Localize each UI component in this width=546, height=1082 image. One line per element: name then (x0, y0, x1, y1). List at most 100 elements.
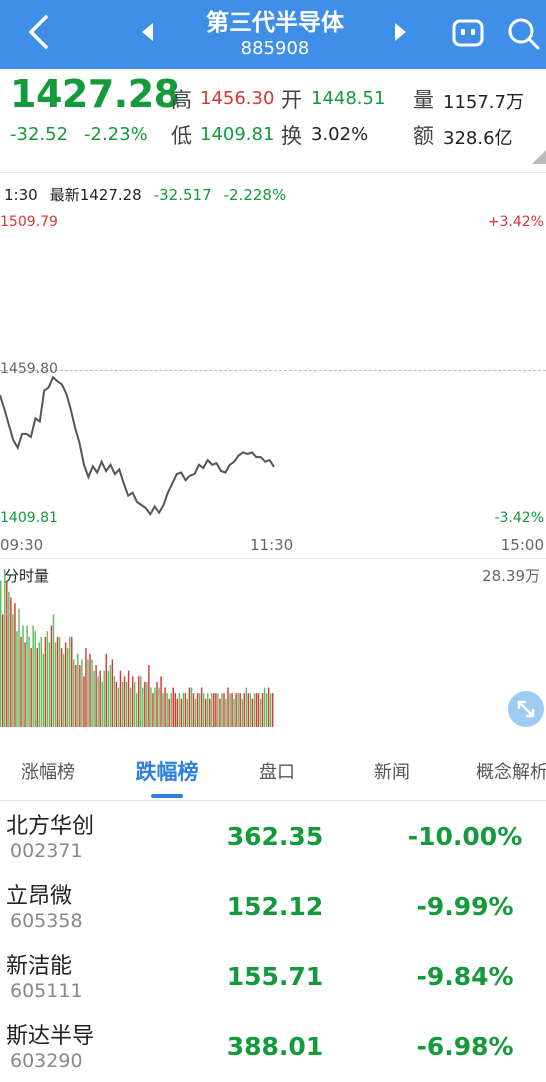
stock-change-pct: -9.99% (416, 892, 514, 921)
tab-order-book[interactable]: 盘口 (259, 762, 295, 783)
volume-bar (221, 693, 223, 727)
volume-bar (129, 687, 132, 727)
latest-change-pct: -2.228% (223, 186, 287, 204)
top-bar: 第三代半导体 885908 (0, 0, 546, 69)
next-index-icon[interactable] (390, 19, 410, 45)
volume-bar (144, 681, 146, 727)
list-item[interactable]: 新洁能 605111 155.71 -9.84% (0, 942, 546, 1012)
turnover-value: 3.02% (311, 124, 369, 145)
volume-bar (217, 693, 219, 727)
volume-bar (73, 659, 75, 727)
volume-bar (8, 591, 10, 727)
volume-bar (200, 687, 203, 727)
volume-bar (138, 676, 140, 727)
volume-bar (0, 580, 2, 727)
volume-bar (56, 636, 59, 727)
volume-bar (131, 676, 134, 727)
intraday-price-chart[interactable] (0, 210, 546, 535)
volume-chart[interactable] (0, 560, 546, 728)
tab-bar: 涨幅榜 跌幅榜 盘口 新闻 概念解析 (0, 742, 546, 801)
volume-bar (18, 608, 20, 727)
volume-bar (89, 653, 91, 727)
volume-bar (24, 642, 26, 727)
volume-bar (213, 693, 215, 727)
volume-bar (269, 693, 272, 727)
volume-bar (271, 693, 274, 727)
stock-code: 002371 (10, 840, 83, 862)
volume-bar (36, 648, 38, 727)
search-icon[interactable] (506, 14, 542, 52)
chat-bubble-icon[interactable] (449, 14, 487, 52)
volume-bar (58, 636, 61, 727)
expand-icon[interactable] (508, 691, 544, 727)
tab-gainers[interactable]: 涨幅榜 (21, 762, 75, 783)
tab-news[interactable]: 新闻 (374, 762, 410, 783)
prev-index-icon[interactable] (138, 19, 158, 45)
volume-bar (93, 670, 95, 727)
volume-bar (160, 676, 162, 727)
tab-concept-analysis[interactable]: 概念解析 (476, 762, 546, 783)
stock-change-pct: -9.84% (416, 962, 514, 991)
list-item[interactable]: 斯达半导 603290 388.01 -6.98% (0, 1012, 546, 1082)
stock-change-pct: -10.00% (407, 822, 523, 851)
volume-bar (111, 659, 114, 727)
x-start-label: 09:30 (0, 536, 44, 554)
volume-bar (225, 698, 227, 727)
divider (0, 558, 546, 559)
list-item[interactable]: 立昂微 605358 152.12 -9.99% (0, 872, 546, 942)
volume-bar (142, 687, 144, 727)
x-mid-label: 11:30 (250, 536, 294, 554)
volume-bar (105, 653, 107, 727)
volume-bar (209, 698, 211, 727)
volume-bar (81, 659, 83, 727)
volume-bar (241, 698, 243, 727)
volume-bar (79, 665, 81, 727)
prev-close-line (0, 370, 546, 371)
stock-code: 603290 (10, 1050, 83, 1072)
tab-losers[interactable]: 跌幅榜 (135, 760, 199, 784)
volume-bar (219, 698, 221, 727)
volume-bar (2, 614, 4, 727)
volume-bar (249, 693, 252, 727)
volume-bar (87, 659, 89, 727)
volume-bar (62, 653, 65, 727)
volume-bar (196, 693, 199, 727)
volume-bar (148, 665, 150, 727)
volume-bar (162, 693, 164, 727)
volume-bar (99, 670, 101, 727)
volume-bar (251, 698, 254, 727)
volume-bar (83, 676, 85, 727)
volume-bar (243, 693, 245, 727)
divider (0, 172, 546, 173)
volume-bar (44, 636, 47, 727)
volume-bar (229, 693, 231, 727)
volume-bar (12, 614, 14, 727)
volume-bar (178, 693, 181, 727)
price-change-pct: -2.23% (84, 124, 148, 145)
volume-bar (66, 648, 69, 727)
volume-bar (34, 631, 36, 727)
volume-bar (215, 693, 217, 727)
volume-bar (158, 687, 160, 727)
volume-bar (14, 603, 16, 727)
volume-bar (16, 631, 18, 727)
back-icon[interactable] (24, 14, 56, 50)
volume-label: 量 (413, 88, 434, 112)
volume-bar (115, 681, 118, 727)
list-item[interactable]: 北方华创 002371 362.35 -10.00% (0, 802, 546, 872)
volume-bar (71, 636, 73, 727)
volume-bar (223, 693, 225, 727)
stock-code: 605358 (10, 910, 83, 932)
cursor-time: 1:30 (4, 186, 38, 204)
volume-bar (235, 693, 237, 727)
latest-price: 最新1427.28 (49, 186, 142, 204)
volume-bar (113, 676, 116, 727)
index-code: 885908 (240, 38, 310, 59)
volume-bar (60, 648, 63, 727)
volume-bar (152, 693, 154, 727)
volume-bar (119, 670, 122, 727)
volume-bar (117, 687, 120, 727)
high-value: 1456.30 (200, 88, 275, 109)
stock-name: 立昂微 (6, 884, 73, 909)
amount-label: 额 (413, 124, 434, 148)
